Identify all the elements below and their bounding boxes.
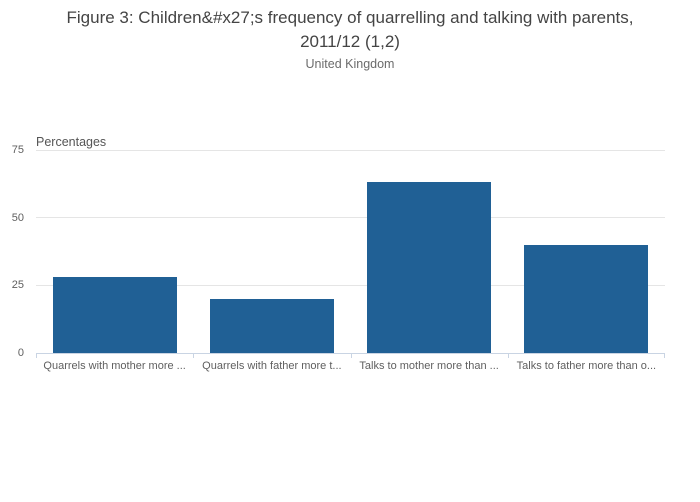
x-axis-tick xyxy=(36,353,37,358)
x-tick-label: Talks to mother more than ... xyxy=(359,360,499,372)
gridline xyxy=(36,149,665,151)
plot-area xyxy=(36,149,665,358)
x-axis-tick xyxy=(507,353,509,358)
y-tick-label: 75 xyxy=(11,144,24,156)
bar-4[interactable] xyxy=(524,245,649,353)
x-tick-label: Quarrels with mother more ... xyxy=(43,360,186,372)
chart-title: Figure 3: Children&#x27;s frequency of q… xyxy=(0,6,700,54)
y-tick-label: 50 xyxy=(11,211,24,224)
x-tick-label: Quarrels with father more t... xyxy=(202,360,342,372)
y-axis-title: Percentages xyxy=(36,135,107,149)
gridline xyxy=(36,217,665,219)
bar-1[interactable] xyxy=(52,277,177,353)
chart-subtitle: United Kingdom xyxy=(305,57,395,71)
bar-3[interactable] xyxy=(367,182,492,353)
chart-title-line-1: Figure 3: Children&#x27;s frequency of q… xyxy=(66,8,634,27)
x-tick-label: Talks to father more than o... xyxy=(516,360,657,372)
x-axis-tick xyxy=(193,353,195,358)
bar-2[interactable] xyxy=(209,299,334,353)
gridline xyxy=(36,284,665,286)
x-axis-tick xyxy=(664,353,665,358)
y-tick-label: 0 xyxy=(17,347,24,359)
x-axis-tick xyxy=(350,353,352,358)
y-tick-label: 25 xyxy=(11,279,24,292)
chart-title-line-2: 2011/12 (1,2) xyxy=(300,32,400,51)
